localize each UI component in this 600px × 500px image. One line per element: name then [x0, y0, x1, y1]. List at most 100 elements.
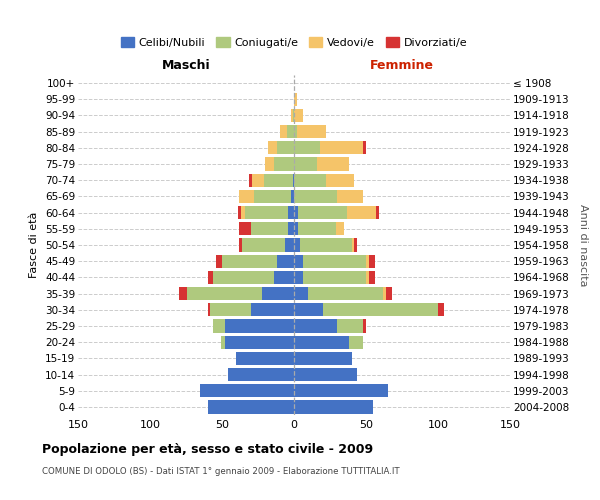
Bar [254, 190, 291, 203]
Bar [274, 270, 294, 284]
Bar [179, 287, 187, 300]
Text: Femmine: Femmine [370, 59, 434, 72]
Bar [300, 238, 352, 252]
Bar [337, 320, 363, 332]
Bar [294, 238, 300, 252]
Bar [277, 141, 294, 154]
Bar [294, 222, 298, 235]
Bar [236, 352, 294, 365]
Bar [294, 190, 337, 203]
Bar [294, 141, 320, 154]
Bar [349, 336, 363, 349]
Bar [274, 158, 294, 170]
Bar [294, 109, 302, 122]
Bar [214, 270, 274, 284]
Bar [208, 400, 294, 413]
Bar [363, 141, 366, 154]
Bar [294, 336, 349, 349]
Bar [302, 270, 366, 284]
Bar [302, 254, 366, 268]
Bar [211, 303, 251, 316]
Bar [288, 222, 294, 235]
Bar [337, 190, 363, 203]
Bar [251, 303, 294, 316]
Bar [298, 222, 336, 235]
Bar [317, 158, 349, 170]
Bar [208, 270, 214, 284]
Bar [438, 303, 444, 316]
Bar [239, 222, 251, 235]
Bar [294, 125, 297, 138]
Bar [221, 336, 225, 349]
Bar [294, 320, 337, 332]
Bar [294, 400, 373, 413]
Bar [277, 254, 294, 268]
Bar [298, 206, 347, 220]
Bar [187, 287, 262, 300]
Bar [376, 206, 379, 220]
Bar [293, 109, 294, 122]
Bar [238, 206, 241, 220]
Bar [228, 368, 294, 381]
Bar [268, 141, 277, 154]
Bar [293, 174, 294, 187]
Bar [250, 174, 252, 187]
Bar [320, 141, 363, 154]
Text: Maschi: Maschi [161, 59, 211, 72]
Bar [214, 320, 225, 332]
Bar [308, 287, 383, 300]
Bar [225, 336, 294, 349]
Bar [262, 287, 294, 300]
Bar [294, 384, 388, 398]
Bar [200, 384, 294, 398]
Bar [336, 222, 344, 235]
Bar [208, 303, 211, 316]
Bar [347, 206, 376, 220]
Bar [239, 190, 254, 203]
Bar [294, 270, 302, 284]
Bar [245, 206, 288, 220]
Bar [366, 270, 369, 284]
Bar [323, 303, 438, 316]
Bar [265, 158, 274, 170]
Bar [286, 238, 294, 252]
Text: Popolazione per età, sesso e stato civile - 2009: Popolazione per età, sesso e stato civil… [42, 442, 373, 456]
Bar [294, 368, 358, 381]
Bar [294, 303, 323, 316]
Bar [294, 174, 326, 187]
Bar [241, 206, 245, 220]
Bar [264, 174, 293, 187]
Bar [291, 190, 294, 203]
Y-axis label: Fasce di età: Fasce di età [29, 212, 40, 278]
Bar [294, 158, 317, 170]
Bar [294, 287, 308, 300]
Bar [251, 222, 288, 235]
Bar [252, 174, 264, 187]
Bar [287, 125, 294, 138]
Bar [288, 206, 294, 220]
Bar [216, 254, 222, 268]
Bar [294, 352, 352, 365]
Bar [355, 238, 358, 252]
Y-axis label: Anni di nascita: Anni di nascita [578, 204, 588, 286]
Bar [225, 320, 294, 332]
Bar [369, 270, 374, 284]
Text: COMUNE DI ODOLO (BS) - Dati ISTAT 1° gennaio 2009 - Elaborazione TUTTITALIA.IT: COMUNE DI ODOLO (BS) - Dati ISTAT 1° gen… [42, 468, 400, 476]
Bar [297, 125, 326, 138]
Bar [352, 238, 355, 252]
Bar [386, 287, 392, 300]
Legend: Celibi/Nubili, Coniugati/e, Vedovi/e, Divorziati/e: Celibi/Nubili, Coniugati/e, Vedovi/e, Di… [116, 33, 472, 52]
Bar [383, 287, 386, 300]
Bar [222, 254, 277, 268]
Bar [239, 238, 242, 252]
Bar [294, 92, 297, 106]
Bar [294, 254, 302, 268]
Bar [326, 174, 355, 187]
Bar [294, 206, 298, 220]
Bar [291, 109, 293, 122]
Bar [280, 125, 287, 138]
Bar [363, 320, 366, 332]
Bar [242, 238, 286, 252]
Bar [366, 254, 369, 268]
Bar [369, 254, 374, 268]
